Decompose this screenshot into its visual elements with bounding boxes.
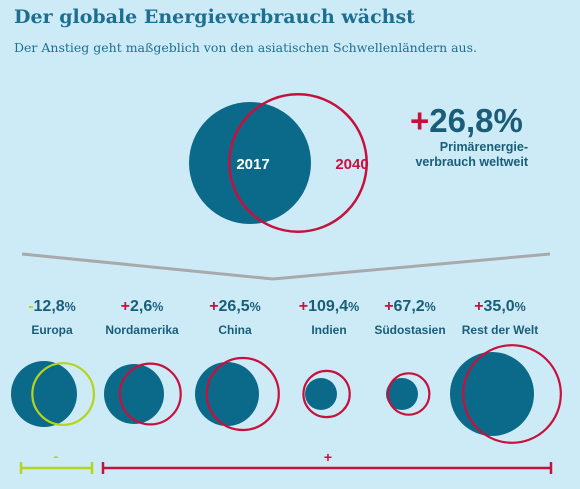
category-label-6: Rest der Welt — [461, 323, 539, 337]
label-2040: 2040 — [335, 156, 368, 173]
change-unit: % — [152, 300, 164, 314]
label-2017: 2017 — [236, 156, 269, 173]
bubble-2017-3 — [195, 362, 259, 426]
bracket-positive-symbol: + — [324, 449, 332, 465]
change-value: 109,4 — [308, 298, 349, 315]
change-sign: + — [209, 298, 219, 315]
overall-change-value: +26,8% — [410, 102, 523, 139]
bubble-2017-5 — [386, 378, 418, 410]
connector-line — [21, 252, 551, 281]
change-value: 35,0 — [483, 298, 515, 315]
change-unit: % — [424, 300, 436, 314]
category-label-3: China — [218, 323, 252, 337]
bubble-2040-3 — [205, 356, 280, 432]
change-unit: % — [514, 300, 526, 314]
category-change-3: +26,5% — [185, 298, 285, 316]
change-unit: % — [64, 300, 76, 314]
change-sign: + — [384, 298, 394, 315]
change-sign: + — [120, 298, 130, 315]
category-change-4: +109,4% — [279, 298, 379, 316]
change-value: 67,2 — [393, 298, 425, 315]
bubble-2040-5 — [386, 372, 431, 416]
change-sign: + — [474, 298, 484, 315]
category-label-4: Indien — [311, 323, 347, 337]
circle-2040 — [228, 93, 368, 233]
page-title: Der globale Energieverbrauch wächst — [14, 6, 415, 28]
bubble-2040-2 — [118, 362, 182, 426]
bubble-2017-4 — [305, 378, 337, 410]
category-change-1: -12,8% — [2, 298, 102, 316]
bubble-2040-4 — [302, 369, 351, 419]
bubble-2040-1 — [31, 362, 96, 426]
bubble-2017-2 — [104, 364, 164, 424]
bubble-2017-1 — [11, 361, 77, 427]
category-label-1: Europa — [31, 323, 73, 337]
category-label-5: Südostasien — [374, 323, 446, 337]
change-value: 12,8 — [33, 298, 65, 315]
bracket-negative-symbol: - — [54, 448, 59, 464]
category-label-2: Nordamerika — [105, 323, 179, 337]
change-sign: + — [298, 298, 309, 315]
bubble-2040-6 — [462, 344, 562, 444]
category-change-6: +35,0% — [450, 298, 550, 316]
circle-2017 — [189, 102, 311, 224]
category-change-5: +67,2% — [360, 298, 460, 316]
change-unit: % — [249, 300, 261, 314]
change-unit: % — [348, 300, 360, 314]
change-sign: - — [28, 298, 34, 315]
change-value: 2,6 — [129, 298, 153, 315]
page-subtitle: Der Anstieg geht maßgeblich von den asia… — [14, 40, 477, 55]
change-value: 26,5 — [218, 298, 250, 315]
category-change-2: +2,6% — [92, 298, 192, 316]
bubble-2017-6 — [450, 352, 534, 436]
overall-change-label: Primärenergie- verbrauch weltweit — [415, 140, 528, 169]
